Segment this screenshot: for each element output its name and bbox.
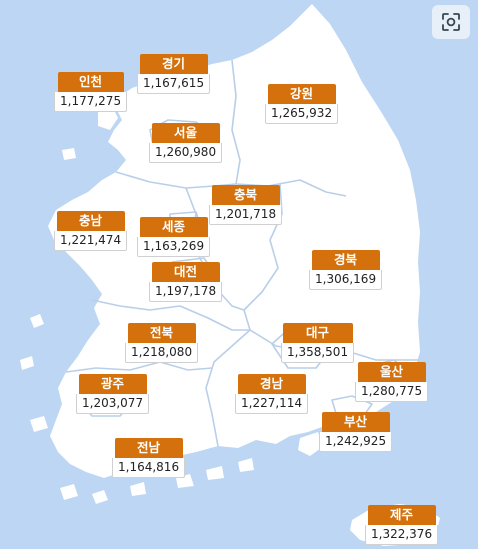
region-value: 1,358,501	[281, 343, 355, 363]
region-label-gwangju[interactable]: 광주 1,203,077	[76, 374, 150, 414]
region-value: 1,167,615	[137, 74, 211, 94]
region-label-ulsan[interactable]: 울산 1,280,775	[355, 362, 429, 402]
region-label-chungnam[interactable]: 충남 1,221,474	[54, 211, 128, 251]
region-value: 1,322,376	[365, 525, 439, 545]
region-label-jeju[interactable]: 제주 1,322,376	[365, 505, 439, 545]
region-name: 경남	[237, 374, 306, 394]
region-name: 전북	[127, 323, 196, 343]
region-label-gyeongnam[interactable]: 경남 1,227,114	[235, 374, 309, 414]
region-label-daejeon[interactable]: 대전 1,197,178	[149, 262, 223, 302]
region-name: 충남	[56, 211, 125, 231]
island-south-7	[238, 458, 254, 472]
island-south-4	[130, 482, 146, 496]
region-value: 1,218,080	[125, 343, 199, 363]
island-ganghwa	[98, 106, 118, 130]
region-name: 울산	[357, 362, 426, 382]
region-name: 인천	[57, 72, 124, 92]
border-chungnam-jeonbuk	[91, 299, 250, 331]
region-name: 강원	[267, 84, 336, 104]
region-name: 충북	[211, 185, 280, 205]
region-name: 대구	[282, 323, 353, 343]
region-name: 대전	[151, 262, 220, 282]
region-value: 1,177,275	[54, 92, 128, 112]
region-value: 1,265,932	[265, 104, 339, 124]
focus-frame-icon	[442, 13, 460, 31]
region-value: 1,221,474	[54, 231, 128, 251]
region-value: 1,201,718	[209, 205, 283, 225]
island-south-1	[30, 416, 48, 432]
region-value: 1,227,114	[235, 394, 309, 414]
region-name: 광주	[78, 374, 147, 394]
region-value: 1,242,925	[319, 432, 393, 452]
region-label-sejong[interactable]: 세종 1,163,269	[137, 217, 211, 257]
border-jeonbuk-jeonnam	[65, 361, 213, 373]
region-name: 경기	[139, 54, 208, 74]
border-jeolla-gyeongnam	[205, 329, 251, 447]
region-value: 1,306,169	[309, 270, 383, 290]
region-label-chungbuk[interactable]: 충북 1,201,718	[209, 185, 283, 225]
region-label-gyeongbuk[interactable]: 경북 1,306,169	[309, 250, 383, 290]
region-value: 1,203,077	[76, 394, 150, 414]
island-geoje	[298, 432, 324, 456]
region-label-seoul[interactable]: 서울 1,260,980	[149, 123, 223, 163]
region-value: 1,197,178	[149, 282, 223, 302]
region-label-jeonnam[interactable]: 전남 1,164,816	[112, 438, 186, 478]
island-south-3	[92, 490, 108, 504]
border-gyeonggi-gangwon	[231, 59, 241, 185]
region-value: 1,163,269	[137, 237, 211, 257]
region-label-busan[interactable]: 부산 1,242,925	[319, 412, 393, 452]
region-name: 세종	[139, 217, 208, 237]
region-name: 부산	[321, 412, 390, 432]
island-west-3	[20, 356, 34, 370]
region-name: 경북	[311, 250, 380, 270]
island-west-1	[62, 148, 76, 160]
region-label-jeonbuk[interactable]: 전북 1,218,080	[125, 323, 199, 363]
region-name: 제주	[367, 505, 436, 525]
island-west-2	[30, 314, 44, 328]
region-label-gangwon[interactable]: 강원 1,265,932	[265, 84, 339, 124]
region-label-incheon[interactable]: 인천 1,177,275	[54, 72, 128, 112]
island-south-6	[206, 466, 224, 480]
region-label-daegu[interactable]: 대구 1,358,501	[281, 323, 355, 363]
region-name: 전남	[114, 438, 183, 458]
region-name: 서울	[151, 123, 220, 143]
region-label-gyeonggi[interactable]: 경기 1,167,615	[137, 54, 211, 94]
region-value: 1,164,816	[112, 458, 186, 478]
region-value: 1,280,775	[355, 382, 429, 402]
region-value: 1,260,980	[149, 143, 223, 163]
island-south-2	[60, 484, 78, 500]
reset-view-button[interactable]	[432, 5, 470, 39]
